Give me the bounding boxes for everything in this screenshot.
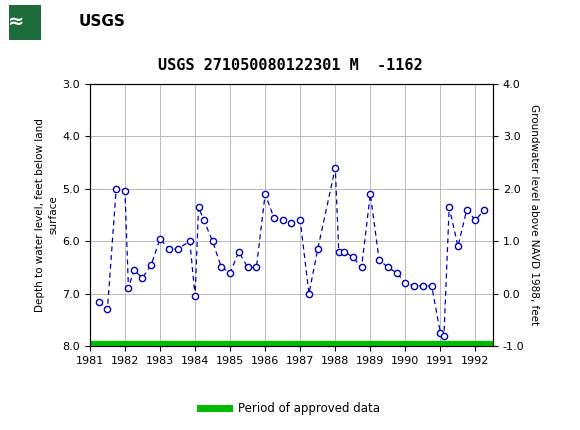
FancyBboxPatch shape xyxy=(6,3,75,42)
FancyBboxPatch shape xyxy=(9,6,41,40)
Text: USGS 271050080122301 M  -1162: USGS 271050080122301 M -1162 xyxy=(158,58,422,73)
Y-axis label: Groundwater level above NAVD 1988, feet: Groundwater level above NAVD 1988, feet xyxy=(528,104,538,326)
Legend: Period of approved data: Period of approved data xyxy=(195,397,385,420)
Text: ≈: ≈ xyxy=(8,12,24,31)
Text: USGS: USGS xyxy=(78,14,125,29)
Y-axis label: Depth to water level, feet below land
surface: Depth to water level, feet below land su… xyxy=(35,118,58,312)
